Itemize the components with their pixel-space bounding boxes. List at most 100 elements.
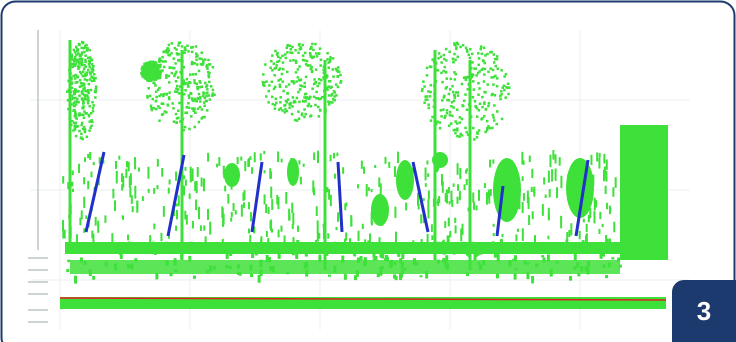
point (466, 76, 469, 79)
point (188, 256, 191, 262)
point (400, 173, 402, 179)
point (81, 210, 83, 219)
point (444, 221, 446, 228)
point (292, 59, 295, 62)
point (457, 43, 460, 46)
point (275, 102, 278, 105)
point (609, 208, 611, 212)
point (195, 45, 198, 48)
point (386, 257, 389, 262)
point (147, 167, 149, 179)
point (156, 75, 159, 78)
point (549, 155, 551, 167)
point (421, 239, 423, 243)
point (292, 101, 295, 104)
point (456, 109, 459, 112)
point (611, 257, 614, 259)
point (334, 91, 337, 94)
point (188, 94, 191, 97)
point (534, 235, 536, 246)
point (233, 203, 235, 211)
point (576, 200, 578, 211)
point (288, 103, 291, 106)
point (186, 215, 188, 225)
point (427, 103, 430, 106)
point (541, 255, 544, 257)
point (184, 89, 187, 92)
point (129, 242, 132, 248)
point (132, 206, 134, 212)
point (82, 82, 85, 85)
point (477, 93, 480, 96)
point (560, 176, 562, 188)
point (286, 47, 289, 50)
point (318, 255, 321, 262)
point (200, 58, 203, 61)
point (468, 250, 471, 257)
point (565, 239, 567, 245)
point (476, 115, 479, 118)
point (183, 186, 185, 196)
point (459, 116, 462, 119)
point (326, 74, 329, 77)
point (514, 274, 517, 280)
point (207, 153, 209, 162)
point (434, 123, 437, 126)
point (453, 44, 456, 47)
point (443, 249, 446, 255)
point (278, 246, 281, 252)
point (76, 48, 79, 51)
point (452, 106, 455, 109)
point (73, 122, 76, 125)
point (200, 117, 203, 120)
point (121, 173, 123, 182)
point (489, 67, 492, 70)
point (397, 152, 399, 164)
point (285, 192, 287, 204)
point (156, 65, 159, 68)
point (552, 150, 554, 160)
point (484, 91, 487, 94)
point (455, 91, 458, 94)
point (436, 120, 439, 123)
point (199, 81, 202, 84)
point (477, 52, 480, 55)
point (278, 84, 281, 87)
point (225, 265, 228, 268)
point (158, 119, 161, 122)
point (471, 61, 474, 64)
point (76, 101, 79, 104)
point (522, 228, 524, 241)
point (66, 269, 69, 272)
point (244, 161, 246, 171)
point (472, 96, 475, 99)
point (84, 157, 86, 162)
point (323, 65, 326, 68)
point (277, 151, 279, 162)
point (64, 230, 66, 239)
point (368, 187, 370, 191)
point (299, 46, 302, 49)
point (381, 208, 383, 217)
point (391, 243, 394, 248)
point (284, 111, 287, 114)
point (74, 64, 77, 67)
point (440, 61, 443, 64)
point (514, 255, 517, 260)
point (175, 71, 178, 74)
point (71, 87, 74, 90)
point (328, 80, 331, 83)
point (92, 67, 95, 70)
point (528, 215, 530, 225)
point (449, 88, 452, 91)
point (247, 244, 249, 251)
point (492, 116, 495, 119)
point (292, 96, 295, 99)
point (448, 235, 450, 244)
point (182, 129, 185, 132)
point (517, 229, 519, 232)
point (305, 270, 308, 277)
point (66, 90, 69, 93)
point (442, 181, 444, 193)
point (327, 233, 329, 238)
